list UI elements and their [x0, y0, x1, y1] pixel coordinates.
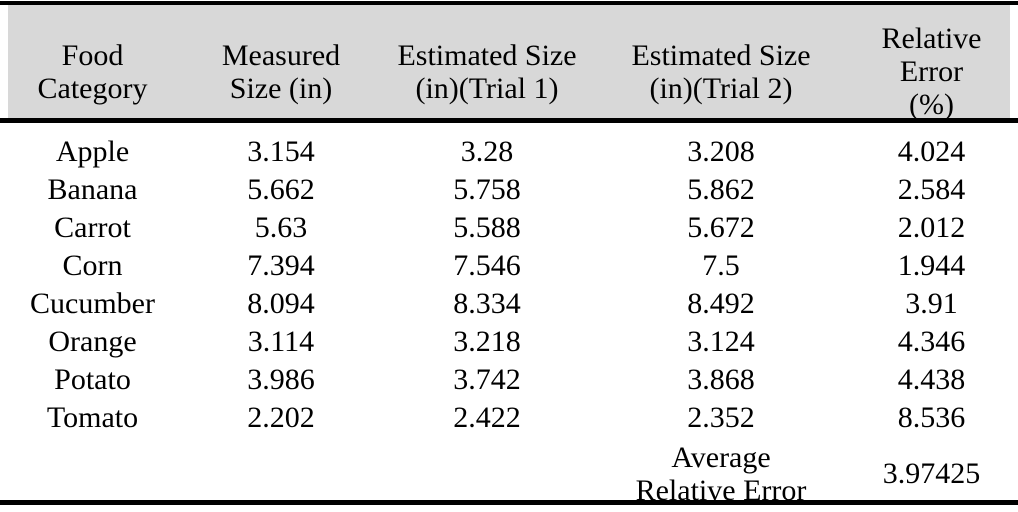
header-food-category: Food Category	[37, 38, 148, 105]
header-measured-size: Measured Size (in)	[221, 38, 341, 105]
header-estimated-size-trial2: Estimated Size (in)(Trial 2)	[631, 38, 811, 105]
cell-trial1: 3.742	[453, 363, 521, 396]
cell-trial2: 3.124	[687, 325, 755, 358]
cell-category: Cucumber	[30, 287, 155, 320]
cell-category: Apple	[55, 135, 130, 168]
cell-trial1: 3.218	[453, 325, 521, 358]
cell-trial2: 5.672	[687, 211, 755, 244]
bottom-rule	[0, 500, 1018, 505]
table-row: Banana 5.662 5.758 5.862 2.584	[0, 171, 1018, 209]
header-bottom-rule	[0, 118, 1018, 123]
cell-error: 1.944	[897, 249, 966, 282]
cell-trial2: 2.352	[687, 401, 755, 434]
cell-error: 2.012	[897, 211, 966, 244]
cell-trial1: 3.28	[460, 135, 514, 168]
header-background	[8, 5, 1010, 118]
table-row: Corn 7.394 7.546 7.5 1.944	[0, 247, 1018, 285]
footer-average-value: 3.97425	[882, 457, 981, 490]
footer-empty-cell	[0, 437, 185, 510]
cell-measured: 7.394	[247, 249, 315, 282]
cell-measured: 3.114	[247, 325, 315, 358]
cell-trial1: 5.588	[453, 211, 521, 244]
cell-measured: 8.094	[247, 287, 315, 320]
header-estimated-size-trial1: Estimated Size (in)(Trial 1)	[397, 38, 577, 105]
footer-empty-cell	[185, 437, 377, 510]
cell-trial2: 5.862	[687, 173, 755, 206]
cell-trial2: 3.868	[687, 363, 755, 396]
cell-measured: 5.63	[254, 211, 308, 244]
cell-measured: 2.202	[247, 401, 315, 434]
table-row: Cucumber 8.094 8.334 8.492 3.91	[0, 285, 1018, 323]
footer-empty-cell	[377, 437, 597, 510]
cell-trial2: 8.492	[687, 287, 755, 320]
cell-error: 4.024	[897, 135, 966, 168]
cell-trial1: 8.334	[453, 287, 521, 320]
cell-error: 4.438	[897, 363, 966, 396]
header-relative-error: Relative Error (%)	[881, 22, 982, 121]
footer-average-label: Average Relative Error	[635, 440, 807, 507]
cell-trial1: 5.758	[453, 173, 521, 206]
cell-category: Corn	[62, 249, 123, 282]
cell-error: 4.346	[897, 325, 966, 358]
cell-error: 3.91	[905, 287, 958, 320]
cell-trial2: 3.208	[687, 135, 755, 168]
cell-category: Tomato	[46, 401, 139, 434]
cell-error: 2.584	[897, 173, 966, 206]
cell-measured: 5.662	[247, 173, 315, 206]
table-row: Potato 3.986 3.742 3.868 4.438	[0, 361, 1018, 399]
table-row: Orange 3.114 3.218 3.124 4.346	[0, 323, 1018, 361]
table-row: Carrot 5.63 5.588 5.672 2.012	[0, 209, 1018, 247]
table-footer-row: Average Relative Error 3.97425	[0, 437, 1018, 510]
table-row: Apple 3.154 3.28 3.208 4.024	[0, 133, 1018, 171]
top-rule	[0, 1, 1018, 5]
cell-category: Potato	[54, 363, 131, 396]
cell-trial2: 7.5	[702, 249, 740, 282]
cell-category: Orange	[48, 325, 137, 358]
table-row: Tomato 2.202 2.422 2.352 8.536	[0, 399, 1018, 437]
cell-error: 8.536	[897, 401, 966, 434]
cell-trial1: 7.546	[453, 249, 521, 282]
cell-measured: 3.986	[247, 363, 315, 396]
cell-category: Banana	[47, 173, 138, 206]
cell-category: Carrot	[54, 211, 131, 244]
table-header-row: Food Category Measured Size (in) Estimat…	[0, 0, 1018, 133]
cell-measured: 3.154	[247, 135, 315, 168]
cell-trial1: 2.422	[453, 401, 521, 434]
